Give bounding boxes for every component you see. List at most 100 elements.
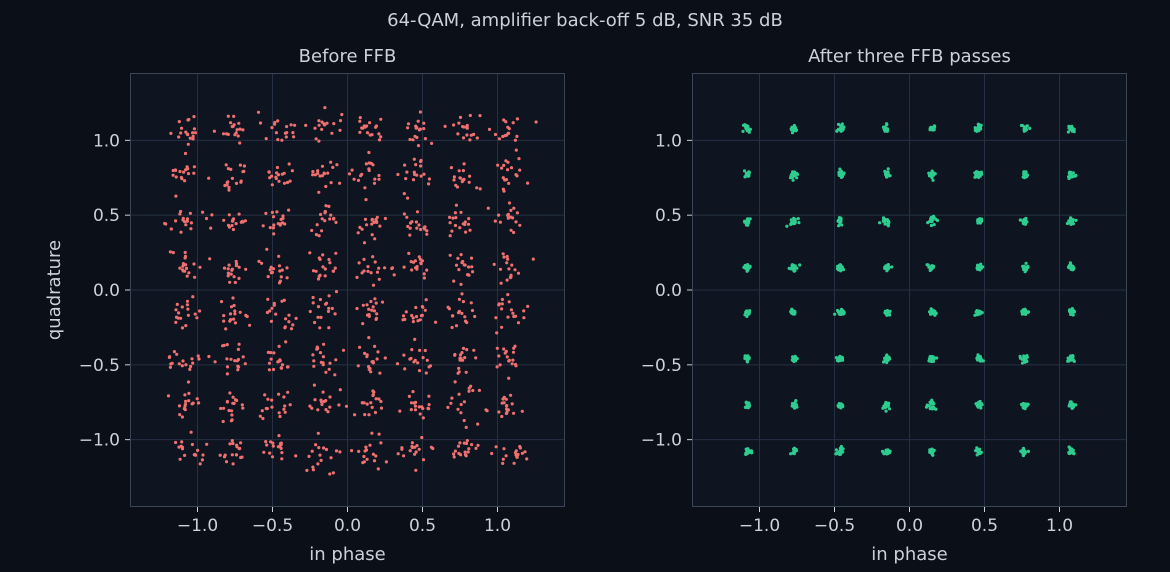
scatter-point <box>323 267 327 271</box>
scatter-point <box>930 447 934 451</box>
scatter-point <box>234 181 239 185</box>
scatter-point <box>414 305 418 310</box>
scatter-point <box>248 323 252 327</box>
scatter-point <box>231 227 235 232</box>
scatter-point <box>333 312 337 316</box>
scatter-point <box>268 451 272 455</box>
scatter-point <box>1022 267 1026 271</box>
scatter-point <box>226 223 231 227</box>
scatter-point <box>746 266 751 270</box>
scatter-point <box>340 112 344 117</box>
scatter-point <box>515 117 520 121</box>
scatter-point <box>448 221 452 225</box>
scatter-point <box>278 442 283 446</box>
scatter-point <box>459 453 463 457</box>
scatter-point <box>184 399 188 403</box>
scatter-point <box>328 472 332 476</box>
scatter-point <box>454 203 458 207</box>
scatter-point <box>289 123 293 127</box>
scatter-point <box>192 171 196 175</box>
scatter-point <box>518 168 522 172</box>
scatter-point <box>511 411 516 415</box>
scatter-point <box>319 315 323 319</box>
scatter-point <box>237 365 241 369</box>
scatter-point <box>494 316 498 320</box>
scatter-point <box>181 359 185 363</box>
scatter-point <box>270 126 274 130</box>
scatter-point <box>490 451 494 456</box>
y-tick-label: −1.0 <box>79 431 120 451</box>
scatter-point <box>323 106 327 110</box>
scatter-point <box>509 228 513 232</box>
scatter-point <box>355 275 359 279</box>
scatter-point <box>468 138 472 142</box>
scatter-point <box>789 128 794 132</box>
scatter-point <box>222 314 226 318</box>
scatter-point <box>467 217 471 221</box>
scatter-point <box>1068 402 1072 407</box>
scatter-point <box>185 303 189 307</box>
scatter-point <box>977 310 981 315</box>
scatter-point <box>287 320 291 324</box>
scatter-point <box>504 404 509 408</box>
scatter-point <box>413 445 417 449</box>
scatter-point <box>747 449 751 453</box>
scatter-point <box>198 265 202 269</box>
scatter-point <box>457 370 461 374</box>
scatter-point <box>792 123 797 128</box>
scatter-point <box>410 220 414 224</box>
scatter-point <box>465 126 469 130</box>
scatter-point <box>794 128 799 132</box>
scatter-point <box>236 347 240 351</box>
scatter-point <box>322 342 326 346</box>
scatter-point <box>1065 221 1069 226</box>
scatter-point <box>350 168 354 172</box>
scatter-point <box>366 269 370 273</box>
scatter-point <box>311 353 315 357</box>
scatter-point <box>327 257 331 262</box>
scatter-point <box>452 178 456 182</box>
scatter-point <box>411 316 415 320</box>
scatter-point <box>241 128 245 132</box>
scatter-point <box>749 449 754 453</box>
scatter-point <box>459 282 463 286</box>
scatter-point <box>511 230 516 235</box>
scatter-point <box>417 223 421 227</box>
plot-frame-before <box>130 73 565 507</box>
scatter-point <box>193 131 198 135</box>
scatter-point <box>418 412 422 416</box>
scatter-point <box>792 358 796 363</box>
scatter-point <box>427 182 431 186</box>
scatter-point <box>392 273 396 277</box>
scatter-point <box>373 297 377 301</box>
scatter-point <box>501 397 505 401</box>
scatter-point <box>839 312 843 316</box>
scatter-point <box>502 163 506 167</box>
scatter-point <box>191 361 195 365</box>
scatter-point <box>219 406 223 411</box>
scatter-point <box>509 166 514 170</box>
scatter-point <box>344 404 349 408</box>
scatter-point <box>379 117 383 121</box>
scatter-point <box>745 174 749 178</box>
scatter-point <box>835 129 839 133</box>
scatter-point <box>459 253 463 257</box>
x-tick-label: 0.5 <box>971 516 998 536</box>
scatter-point <box>363 351 367 355</box>
scatter-point <box>789 218 793 222</box>
scatter-point <box>277 264 282 268</box>
scatter-point <box>185 217 190 221</box>
scatter-point <box>460 311 464 315</box>
scatter-point <box>174 175 178 179</box>
scatter-point <box>885 309 889 313</box>
scatter-point <box>478 187 482 191</box>
scatter-point <box>192 262 196 266</box>
scatter-point <box>883 222 887 226</box>
scatter-point <box>459 210 463 214</box>
scatter-point <box>839 219 843 224</box>
scatter-point <box>785 224 789 228</box>
scatter-point <box>465 133 469 137</box>
scatter-point <box>925 403 929 407</box>
scatter-point <box>294 316 298 320</box>
scatter-point <box>312 383 316 387</box>
